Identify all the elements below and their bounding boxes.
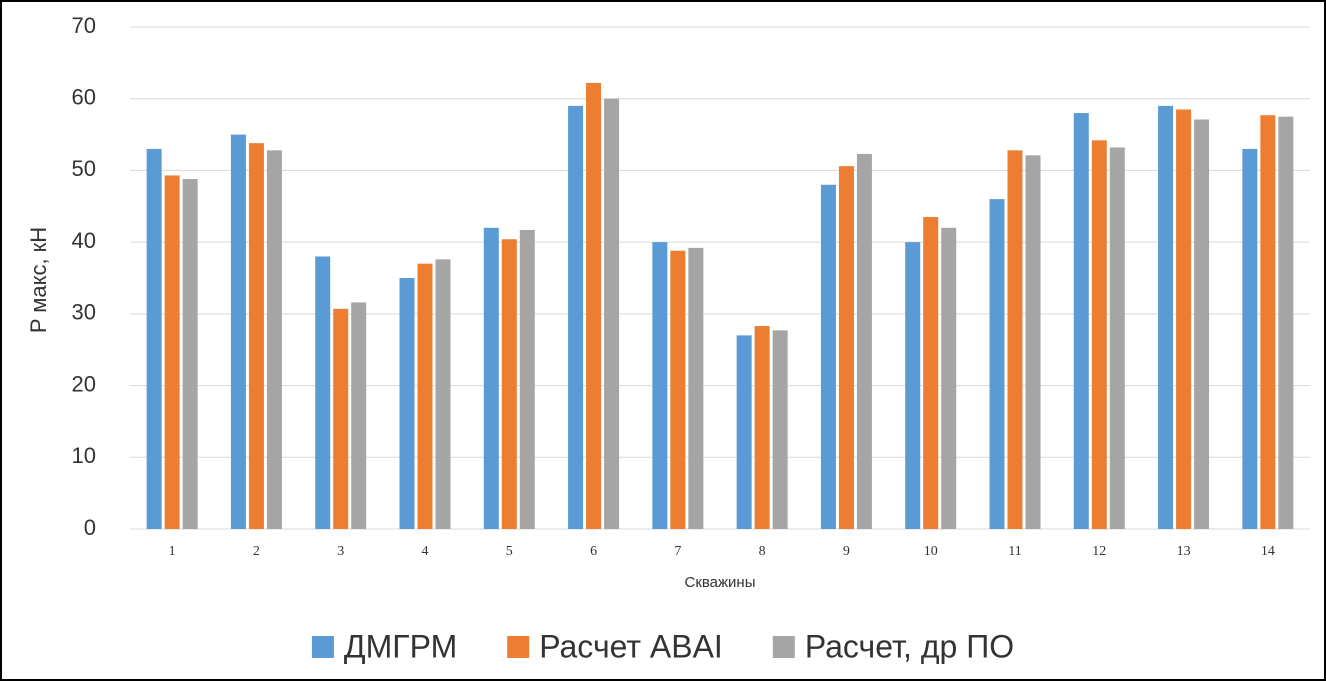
y-axis-label: P макс, кН — [26, 227, 51, 333]
bar — [586, 82, 602, 530]
x-axis-label: Скважины — [684, 574, 755, 591]
bar — [417, 263, 433, 529]
bar — [182, 179, 198, 529]
bar — [905, 242, 921, 529]
x-tick-label: 4 — [422, 544, 429, 559]
bar — [399, 278, 415, 529]
x-tick-label: 8 — [759, 544, 766, 559]
bar — [333, 308, 349, 529]
y-tick-label: 20 — [72, 371, 96, 396]
bar — [266, 150, 282, 529]
x-tick-label: 3 — [337, 544, 344, 559]
bar — [604, 98, 620, 529]
bar — [989, 199, 1005, 529]
bar — [1176, 109, 1192, 529]
x-tick-label: 2 — [253, 544, 260, 559]
bar — [856, 153, 872, 530]
bar — [146, 148, 162, 529]
bar — [941, 227, 957, 530]
x-tick-label: 7 — [674, 544, 681, 559]
bar — [483, 227, 499, 530]
bar — [230, 134, 246, 530]
bar — [248, 143, 264, 530]
y-tick-label: 50 — [72, 156, 96, 181]
bar — [1007, 150, 1023, 529]
bar — [754, 326, 770, 529]
bar — [164, 175, 180, 529]
bar — [1025, 155, 1041, 529]
x-tick-label: 9 — [843, 544, 850, 559]
bar — [351, 302, 367, 529]
bar — [923, 217, 939, 530]
x-tick-label: 12 — [1092, 544, 1106, 559]
x-tick-label: 11 — [1008, 544, 1021, 559]
x-tick-label: 5 — [506, 544, 513, 559]
bar — [568, 105, 584, 529]
bar — [1242, 148, 1258, 529]
x-tick-label: 13 — [1177, 544, 1191, 559]
bar — [315, 256, 331, 529]
bar — [820, 184, 836, 529]
y-tick-label: 70 — [72, 13, 96, 38]
y-tick-label: 60 — [72, 85, 96, 110]
bar — [688, 247, 704, 529]
bar — [501, 239, 517, 529]
x-tick-label: 6 — [590, 544, 597, 559]
legend-swatch — [311, 636, 334, 658]
bar — [519, 229, 535, 530]
legend-swatch — [507, 636, 530, 658]
x-tick-label: 10 — [924, 544, 938, 559]
legend-swatch — [772, 636, 795, 658]
y-tick-label: 30 — [72, 300, 96, 325]
bar — [1158, 105, 1174, 529]
legend-label: ДМГРМ — [344, 628, 457, 664]
y-tick-label: 10 — [72, 443, 96, 468]
bar — [435, 259, 451, 529]
bar — [1073, 113, 1089, 530]
x-tick-label: 14 — [1261, 544, 1275, 559]
bar — [652, 242, 668, 529]
y-tick-label: 0 — [84, 515, 96, 540]
legend-label: Расчет ABAI — [539, 628, 723, 664]
legend-label: Расчет, др ПО — [805, 628, 1014, 664]
x-tick-label: 1 — [169, 544, 176, 559]
bar — [1091, 140, 1107, 529]
bar — [1278, 116, 1294, 530]
bar — [1194, 119, 1210, 530]
bar — [670, 250, 686, 529]
bar — [1109, 147, 1125, 530]
bar — [1260, 115, 1276, 530]
bar — [772, 330, 788, 529]
bar — [736, 335, 752, 529]
y-tick-label: 40 — [72, 228, 96, 253]
bar — [838, 166, 854, 529]
